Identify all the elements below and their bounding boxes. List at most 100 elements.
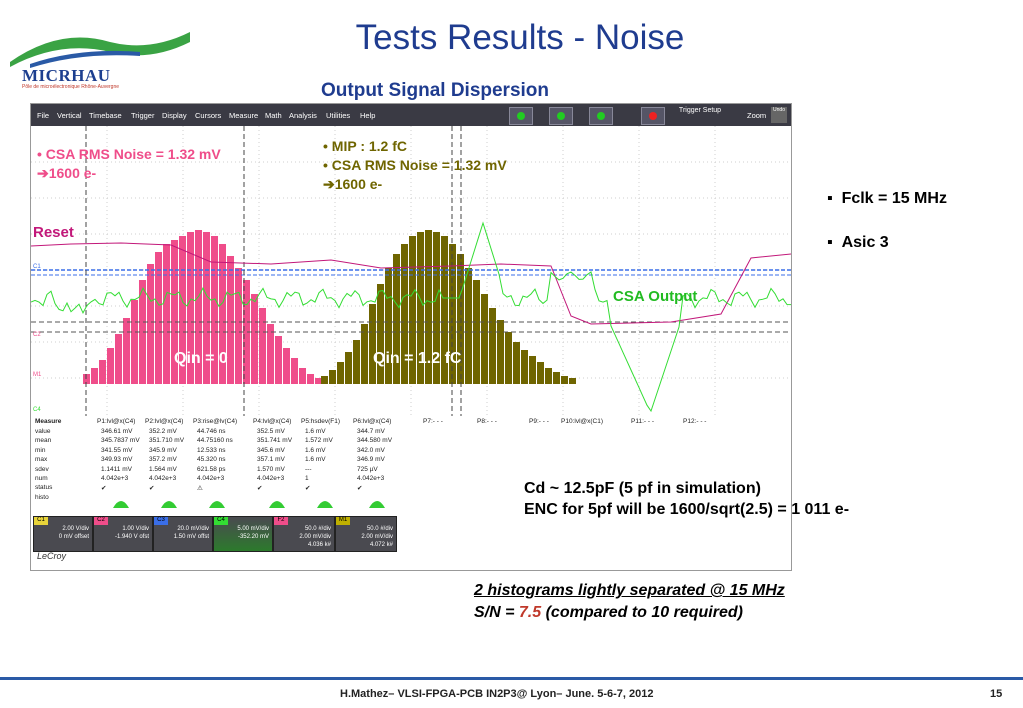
qin0-histogram-bar <box>251 294 258 384</box>
measure-value: 4.042e+3 <box>149 475 177 482</box>
qin0-histogram-bar <box>147 264 154 384</box>
measure-header: P12:- - - <box>683 418 707 425</box>
qin0-histogram-bar <box>155 252 162 384</box>
measure-value: 621.58 ps <box>197 465 226 473</box>
qin0-histogram-bar <box>99 360 106 384</box>
histo-sparkline <box>195 501 239 508</box>
qin0-label: Qin = 0 <box>174 350 228 367</box>
measure-value: 4.042e+3 <box>357 475 385 482</box>
measure-row-label: sdev <box>35 465 49 473</box>
qin0-histogram-bar <box>139 280 146 384</box>
menu-analysis[interactable]: Analysis <box>289 111 317 120</box>
measure-value: 351.741 mV <box>257 437 293 445</box>
qin0-histogram-bar <box>115 334 122 384</box>
channel-button-1[interactable] <box>509 107 533 125</box>
slide-title: Tests Results - Noise <box>355 18 685 57</box>
menu-utilities[interactable]: Utilities <box>326 111 351 120</box>
measure-value: 352.2 mV <box>149 428 177 435</box>
qin12-histogram-bar <box>569 378 576 384</box>
measure-value: 342.0 mV <box>357 446 385 454</box>
channel-marker: C2 <box>33 332 41 338</box>
trace-descriptor-f2[interactable]: F2 50.0 #/div 2.00 mV/div 4.036 k# <box>273 516 335 552</box>
qin12-histogram-bar <box>473 280 480 384</box>
trace-tag: F2 <box>274 517 288 525</box>
trace-tag: C1 <box>34 517 48 525</box>
histo-sparkline <box>99 501 143 508</box>
trace-setting: 1.50 mV offst <box>173 534 209 540</box>
channel-button-2[interactable] <box>549 107 573 125</box>
qin0-histogram-bar <box>203 232 210 384</box>
qin12-label: Qin = 1.2 fC <box>373 350 462 367</box>
slide-subtitle: Output Signal Dispersion <box>321 80 550 101</box>
histo-sparkline <box>255 501 299 508</box>
measure-header: P6:lvl@x(C4) <box>353 418 392 425</box>
trace-descriptor-c1[interactable]: C1 2.00 V/div 0 mV offset <box>33 516 93 552</box>
sn-value: 7.5 <box>518 604 542 621</box>
channel-button-3[interactable] <box>589 107 613 125</box>
measure-value: 1.564 mV <box>149 465 177 473</box>
menu-measure[interactable]: Measure <box>229 111 259 120</box>
footer-text: H.Mathez– VLSI-FPGA-PCB IN2P3@ Lyon– Jun… <box>340 688 654 700</box>
trace-setting: 4.072 k# <box>369 542 393 548</box>
measure-header: P9:- - - <box>529 418 549 425</box>
measure-value: 345.7837 mV <box>101 437 140 445</box>
menu-cursors[interactable]: Cursors <box>195 111 222 120</box>
histo-sparkline <box>355 501 399 508</box>
green-dot-icon <box>557 112 565 120</box>
measure-header: P1:lvl@x(C4) <box>97 418 136 425</box>
qin12-histogram-bar <box>521 350 528 384</box>
measure-value: 1.1411 mV <box>101 465 132 473</box>
stop-button[interactable] <box>641 107 665 125</box>
reset-trace <box>30 242 792 325</box>
trace-setting: 0 mV offset <box>58 534 89 540</box>
qin12-histogram-bar <box>497 320 504 384</box>
histo-sparkline <box>147 501 191 508</box>
trace-descriptor-c4[interactable]: C4 5.00 mV/div -352.20 mV <box>213 516 273 552</box>
measure-value: 345.6 mV <box>257 446 285 454</box>
qin12-histogram-bar <box>329 370 336 384</box>
qin12-histogram-bar <box>433 232 440 384</box>
qin0-histogram-bar <box>315 378 322 384</box>
footer-divider <box>0 677 1023 680</box>
qin0-histogram-bar <box>187 232 194 384</box>
measure-value: 1.6 mV <box>305 456 326 464</box>
measure-value: 44.746 ns <box>197 428 226 435</box>
trigger-setup-button[interactable]: Trigger Setup <box>678 107 722 114</box>
measure-value: --- <box>305 465 312 473</box>
left-electrons-label: ➔1600 e- <box>37 165 97 181</box>
histo-sparkline <box>303 501 347 508</box>
menu-trigger[interactable]: Trigger <box>131 111 155 120</box>
menu-display[interactable]: Display <box>162 111 187 120</box>
green-dot-icon <box>597 112 605 120</box>
page-number: 15 <box>990 688 1003 700</box>
qin12-histogram-bar <box>505 332 512 384</box>
menu-vertical[interactable]: Vertical <box>57 111 82 120</box>
trace-descriptor-c2[interactable]: C2 1.00 V/div -1.940 V ofst <box>93 516 153 552</box>
menu-file[interactable]: File <box>37 111 50 120</box>
measure-row-label: status <box>35 484 53 492</box>
trace-descriptor-c3[interactable]: C3 20.0 mV/div 1.50 mV offst <box>153 516 213 552</box>
measure-header: P8:- - - <box>477 418 497 425</box>
undo-button[interactable]: Undo <box>771 107 787 123</box>
zoom-button[interactable]: Zoom <box>747 111 767 120</box>
qin0-histogram-bar <box>131 300 138 384</box>
measure-value: ✔ <box>257 485 263 493</box>
measure-value: 1.6 mV <box>305 428 326 435</box>
lecroy-brand: LeCroy <box>37 551 67 561</box>
measure-value: 352.5 mV <box>257 428 285 435</box>
menu-math[interactable]: Math <box>265 111 282 120</box>
scope-menubar: File Vertical Timebase Trigger Display C… <box>31 104 791 126</box>
trace-setting: -1.940 V ofst <box>114 534 149 540</box>
measure-value: 12.533 ns <box>197 446 226 454</box>
green-dot-icon <box>517 112 525 120</box>
measure-value: 357.2 mV <box>149 456 177 464</box>
cd-line: Cd ~ 12.5pF (5 pf in simulation) <box>524 480 761 497</box>
measure-value: 44.75160 ns <box>197 437 233 445</box>
trace-descriptor-m1[interactable]: M1 50.0 #/div 2.00 mV/div 4.072 k# <box>335 516 397 552</box>
micrhau-logo: MICRHAU Pôle de microélectronique Rhône-… <box>0 22 200 106</box>
menu-help[interactable]: Help <box>360 111 376 120</box>
menu-timebase[interactable]: Timebase <box>89 111 122 120</box>
qin0-histogram-bar <box>243 280 250 384</box>
scope-plot-area: C1 C2 M1 C4 • CSA RMS Noise = 1.32 mV ➔1600… <box>30 126 792 416</box>
measure-value: 1 <box>305 475 309 482</box>
